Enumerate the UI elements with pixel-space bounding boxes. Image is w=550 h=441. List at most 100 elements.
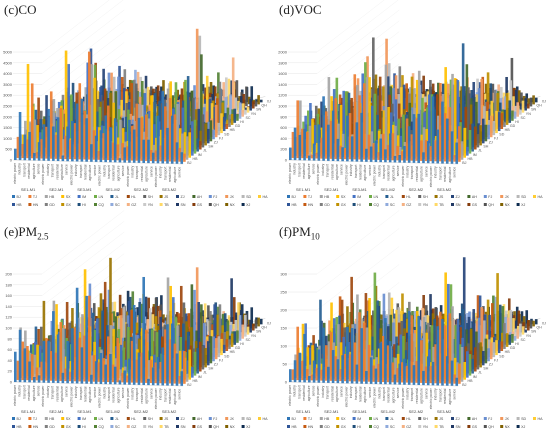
bar (315, 152, 319, 159)
bar (223, 313, 227, 345)
depth-label: QH (261, 104, 267, 108)
bar (69, 361, 73, 377)
bar (213, 106, 216, 131)
bar (75, 103, 79, 162)
bar (104, 115, 107, 163)
bar (85, 295, 88, 384)
chart-panel-pm25: (e)PM2.5 0 20 40 60 80 100 120 140 160 180 200 BJ HB… (4, 210, 274, 438)
bar (460, 141, 464, 160)
bar (477, 317, 481, 362)
bar (75, 287, 79, 384)
gridline-depth (316, 9, 400, 74)
legend-swatch (77, 203, 81, 206)
bar (149, 359, 153, 384)
bar (415, 310, 419, 379)
bar (104, 364, 107, 385)
legend-label: GZ (131, 203, 137, 207)
legend-swatch (483, 203, 487, 206)
x-tick-label: transport (51, 386, 55, 399)
legend-swatch (192, 195, 196, 198)
legend-label: GD (49, 425, 55, 429)
depth-label: YN (526, 112, 531, 116)
bar (311, 118, 314, 155)
bar (453, 374, 456, 384)
bar (47, 340, 50, 383)
y-tick-label: 0 (285, 158, 288, 163)
bar (339, 369, 342, 382)
bar (350, 97, 353, 147)
bar (42, 340, 46, 383)
bar (37, 97, 40, 146)
legend-swatch (336, 195, 340, 198)
bar (305, 369, 309, 381)
bar (402, 114, 405, 153)
legend-swatch (44, 203, 48, 206)
bar (185, 136, 189, 160)
depth-label: HI (240, 342, 244, 346)
y-tick-label: 200 (280, 147, 287, 152)
legend-swatch (208, 425, 212, 428)
depth-label: SN (531, 108, 536, 112)
bar (198, 35, 202, 135)
legend-swatch (12, 195, 15, 198)
bar (310, 154, 314, 159)
bar (484, 83, 488, 104)
bar (425, 332, 428, 379)
bar (156, 356, 160, 386)
bar (119, 345, 123, 376)
bar (140, 303, 144, 341)
bar (113, 118, 117, 163)
bar (128, 79, 132, 102)
bar (505, 333, 509, 347)
bar (299, 100, 302, 157)
y-tick-label: 1200 (278, 93, 288, 98)
x-tick-label: electric power (98, 164, 102, 186)
bar (56, 334, 60, 383)
bar (296, 326, 300, 381)
bar (161, 91, 165, 164)
bar (346, 326, 349, 384)
bar (195, 267, 199, 359)
bar (78, 83, 82, 160)
bar (176, 89, 180, 103)
bar (67, 64, 70, 153)
bar (183, 351, 186, 384)
bar (479, 342, 482, 368)
bar (386, 345, 390, 383)
bar (148, 328, 152, 373)
bar (132, 129, 136, 163)
y-tick-label: 40 (8, 358, 13, 363)
bar (436, 129, 440, 164)
legend-swatch (208, 417, 212, 420)
bar (291, 131, 295, 158)
bar (113, 366, 117, 385)
gridline-depth (316, 246, 400, 311)
depth-label: BJ (187, 383, 191, 387)
bar (118, 380, 122, 385)
panel-title: (e)PM2.5 (4, 224, 49, 242)
bar (155, 332, 159, 375)
legend-label: FJ (213, 417, 217, 421)
legend-swatch (352, 203, 356, 206)
bar (355, 122, 359, 162)
bar (492, 342, 496, 358)
depth-label: HI (515, 120, 519, 124)
bar (229, 94, 232, 119)
bar (196, 347, 199, 374)
depth-label: HB (468, 157, 474, 161)
bar (238, 315, 242, 341)
bar (422, 316, 426, 381)
bar (128, 358, 131, 385)
legend-label: SH (148, 417, 153, 421)
depth-label: JL (478, 371, 482, 375)
legend-label: HB (324, 195, 330, 199)
bar (109, 127, 112, 163)
legend-swatch (451, 203, 454, 206)
bar (443, 113, 447, 162)
bar (241, 109, 244, 117)
bar (220, 338, 223, 356)
bar (153, 354, 156, 377)
legend-swatch (258, 195, 261, 198)
x-tick-label: industry (46, 163, 50, 175)
bar (382, 335, 385, 383)
